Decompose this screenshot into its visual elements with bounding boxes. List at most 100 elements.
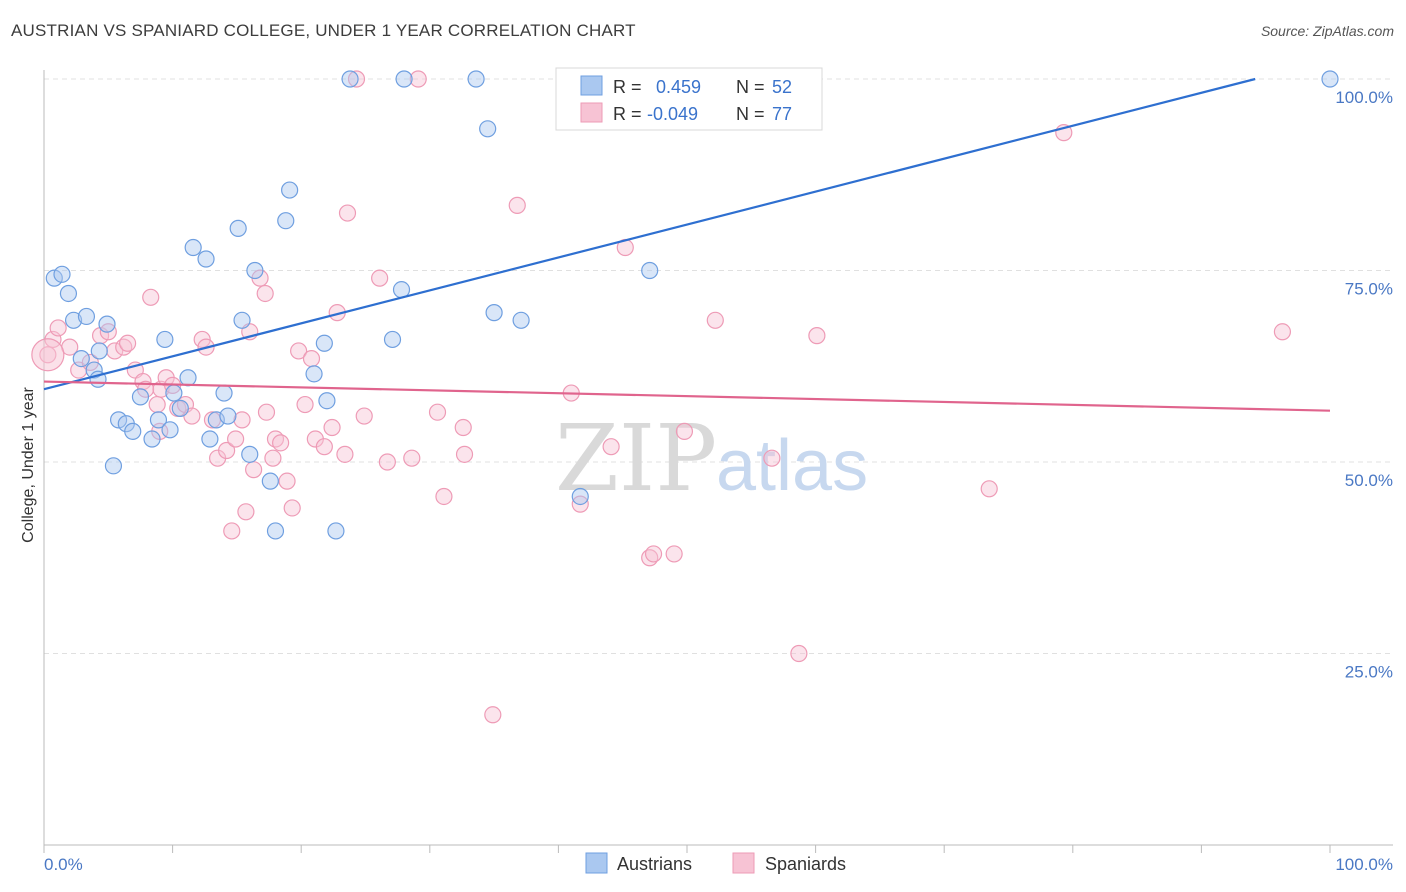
legend-n-label: N = [736, 77, 765, 97]
data-point [395, 70, 413, 88]
data-point [512, 311, 530, 329]
data-point [323, 418, 341, 437]
data-point [201, 430, 219, 448]
bottom-legend-swatch-austrians [585, 852, 608, 874]
data-point [602, 438, 620, 456]
data-point [64, 311, 83, 329]
watermark: ZIP atlas [555, 405, 868, 512]
data-point [1273, 323, 1292, 341]
data-point [148, 395, 166, 414]
data-point [264, 449, 282, 467]
legend-n-label: N = [736, 104, 765, 124]
data-point [641, 261, 659, 280]
data-point [256, 284, 274, 303]
data-point [763, 449, 781, 467]
data-point [675, 422, 694, 440]
legend-austrians-r: 0.459 [656, 77, 701, 97]
y-tick-label: 50.0% [1345, 471, 1393, 490]
data-point [383, 330, 402, 349]
data-point [215, 384, 233, 402]
data-point [290, 342, 308, 360]
data-point [266, 522, 285, 540]
data-point [118, 334, 137, 352]
data-point [428, 403, 447, 421]
data-point [257, 403, 276, 421]
data-point [644, 545, 663, 563]
data-point [341, 70, 359, 88]
data-point [706, 311, 724, 329]
data-point [98, 315, 116, 333]
data-point [149, 411, 168, 429]
data-point [124, 422, 142, 440]
legend-swatch-spaniards [580, 102, 603, 123]
data-point [245, 461, 263, 479]
x-tick-labels: 0.0% 100.0% [44, 855, 1393, 874]
bottom-legend-spaniards: Spaniards [765, 854, 846, 874]
data-point [435, 487, 453, 506]
data-point [327, 522, 345, 540]
data-point [241, 445, 259, 463]
legend-austrians-n: 52 [772, 77, 792, 97]
data-point [409, 70, 427, 88]
axes [43, 70, 1393, 853]
data-point [403, 449, 421, 467]
data-point [508, 196, 526, 214]
data-point [77, 307, 96, 326]
data-point [246, 261, 264, 280]
data-point [347, 70, 366, 88]
data-point [808, 327, 826, 345]
data-point [143, 430, 161, 448]
legend-swatch-austrians [580, 75, 603, 96]
x-tick-label-min: 0.0% [44, 855, 83, 874]
trendlines [43, 77, 1331, 412]
data-point [229, 219, 247, 237]
y-axis-label: College, Under 1 year [20, 387, 37, 543]
austrians-points [45, 70, 1339, 540]
data-point [283, 499, 301, 517]
data-point [455, 445, 474, 463]
data-point [171, 399, 189, 417]
data-point [315, 438, 333, 456]
data-point [161, 421, 179, 439]
data-point [184, 238, 202, 257]
data-point [218, 441, 236, 460]
watermark-zip: ZIP [555, 405, 717, 512]
trend-line [43, 77, 1256, 391]
y-tick-labels: 25.0% 50.0% 75.0% 100.0% [1335, 88, 1393, 682]
gridlines [44, 78, 1393, 654]
data-point [315, 334, 333, 352]
data-point [90, 342, 108, 360]
data-point [85, 361, 103, 379]
data-point [790, 644, 808, 663]
data-point [467, 70, 485, 88]
data-point [131, 388, 150, 406]
data-point [45, 269, 63, 287]
data-point [53, 265, 71, 283]
data-point [338, 204, 357, 222]
data-point [165, 384, 183, 402]
x-tick-label-max: 100.0% [1335, 855, 1393, 874]
legend-spaniards-r: -0.049 [647, 104, 698, 124]
data-point [277, 212, 295, 230]
spaniards-points [31, 70, 1292, 724]
data-point [233, 411, 251, 429]
chart-title: AUSTRIAN VS SPANIARD COLLEGE, UNDER 1 YE… [11, 21, 636, 40]
legend-r-label: R = [613, 104, 642, 124]
data-point-cluster [31, 338, 65, 372]
legend-spaniards-n: 77 [772, 104, 792, 124]
data-point [1321, 70, 1339, 88]
data-point [665, 545, 683, 563]
data-point [233, 311, 251, 329]
data-point [179, 369, 197, 387]
data-point [454, 418, 472, 437]
legend-r-label: R = [613, 77, 642, 97]
data-point [305, 365, 323, 383]
data-point [484, 706, 502, 724]
data-point [49, 319, 67, 337]
data-point [104, 457, 123, 475]
y-tick-label: 100.0% [1335, 88, 1393, 107]
data-point [571, 487, 589, 506]
data-point [355, 407, 373, 425]
data-point [219, 407, 237, 425]
bottom-legend-swatch-spaniards [732, 852, 755, 874]
